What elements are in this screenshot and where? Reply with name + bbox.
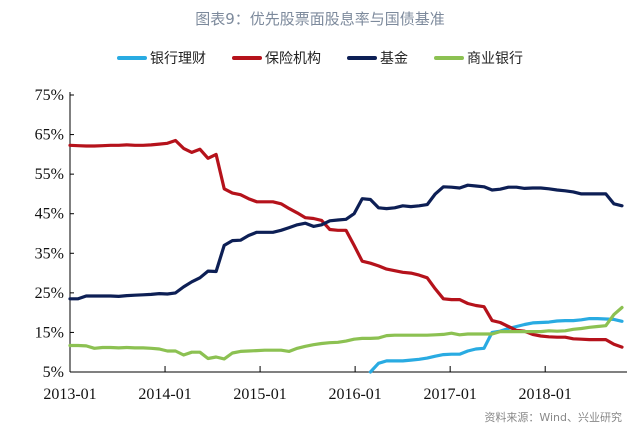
legend-label: 银行理财 [150,51,206,67]
x-tick-label: 2017-01 [423,386,476,403]
legend-swatch [117,56,147,60]
y-tick-label: 65% [35,127,64,144]
legend-label: 保险机构 [265,51,321,67]
legend-swatch [434,56,464,60]
x-tick-label: 2018-01 [519,386,572,403]
series-line-基金 [68,183,624,301]
x-tick-label: 2014-01 [138,386,191,403]
legend-item: 基金 [347,48,408,68]
legend-swatch [347,56,377,60]
y-tick-label: 35% [35,245,64,262]
x-tick-label: 2013-01 [43,386,96,403]
y-tick-label: 15% [35,324,64,341]
source-note: 资料来源：Wind、兴业研究 [484,411,622,424]
legend-label: 商业银行 [467,51,523,67]
y-tick-label: 25% [35,285,64,302]
legend-swatch [232,56,262,60]
x-tick-label: 2015-01 [233,386,286,403]
legend-label: 基金 [380,51,408,67]
series-line-保险机构 [68,138,624,349]
y-tick-label: 5% [43,364,64,381]
legend: 银行理财 保险机构 基金 商业银行 [0,48,640,68]
legend-item: 商业银行 [434,48,523,68]
legend-item: 保险机构 [232,48,321,68]
series-line-商业银行 [68,305,624,361]
y-tick-label: 55% [35,166,64,183]
y-tick-label: 45% [35,206,64,223]
legend-item: 银行理财 [117,48,206,68]
y-tick-label: 75% [35,87,64,104]
chart-title: 图表9：优先股票面股息率与国债基准 [195,10,445,28]
x-tick-label: 2016-01 [328,386,381,403]
